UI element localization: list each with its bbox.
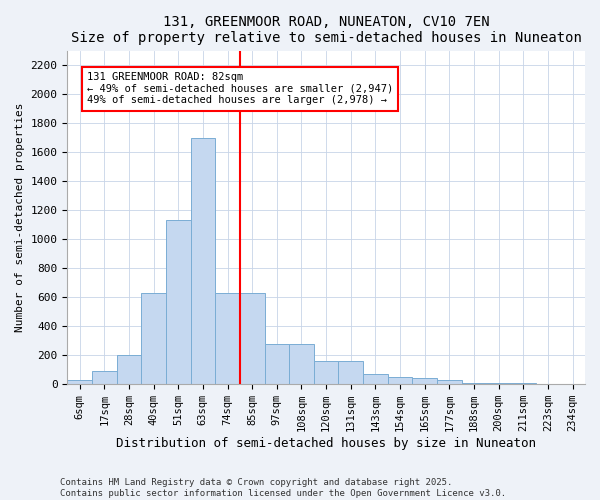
Bar xyxy=(462,383,487,384)
Bar xyxy=(92,371,116,384)
Bar xyxy=(141,293,166,384)
Bar xyxy=(240,293,265,384)
Bar xyxy=(412,378,437,384)
Title: 131, GREENMOOR ROAD, NUNEATON, CV10 7EN
Size of property relative to semi-detach: 131, GREENMOOR ROAD, NUNEATON, CV10 7EN … xyxy=(71,15,581,45)
Bar xyxy=(215,293,240,384)
Bar xyxy=(363,374,388,384)
Bar xyxy=(388,377,412,384)
Bar xyxy=(191,138,215,384)
Bar xyxy=(437,380,462,384)
Bar xyxy=(166,220,191,384)
Bar xyxy=(116,355,141,384)
Bar xyxy=(265,344,289,384)
Bar xyxy=(67,380,92,384)
Bar xyxy=(314,361,338,384)
Bar xyxy=(289,344,314,384)
Text: Contains HM Land Registry data © Crown copyright and database right 2025.
Contai: Contains HM Land Registry data © Crown c… xyxy=(60,478,506,498)
Text: 131 GREENMOOR ROAD: 82sqm
← 49% of semi-detached houses are smaller (2,947)
49% : 131 GREENMOOR ROAD: 82sqm ← 49% of semi-… xyxy=(87,72,393,106)
Bar xyxy=(338,361,363,384)
Y-axis label: Number of semi-detached properties: Number of semi-detached properties xyxy=(15,102,25,332)
X-axis label: Distribution of semi-detached houses by size in Nuneaton: Distribution of semi-detached houses by … xyxy=(116,437,536,450)
